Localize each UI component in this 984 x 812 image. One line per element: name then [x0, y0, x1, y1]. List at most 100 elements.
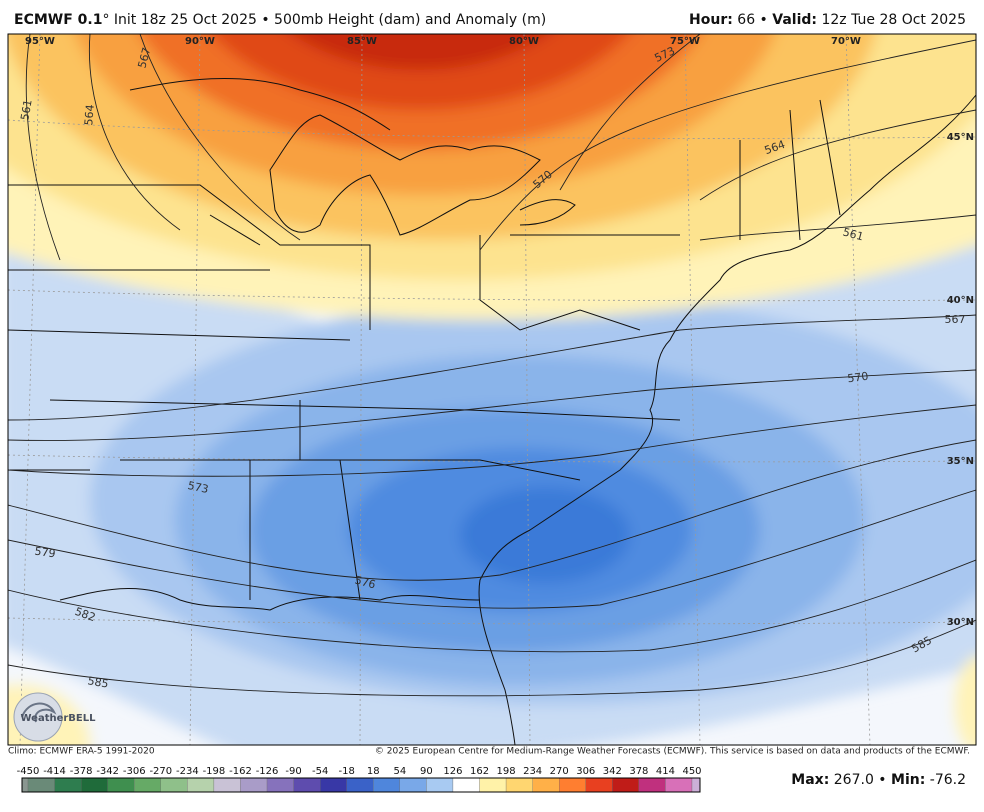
latitude-label: 30°N — [947, 617, 974, 628]
color-swatch — [559, 777, 586, 793]
color-swatch — [80, 777, 108, 793]
colorbar-tick: 450 — [682, 766, 701, 777]
colorbar-tick: -90 — [285, 766, 301, 777]
colorbar-tick: -306 — [123, 766, 146, 777]
longitude-label: 80°W — [509, 36, 539, 47]
contour-label: 570 — [847, 370, 870, 386]
contour-label: 585 — [87, 674, 110, 690]
longitude-label: 75°W — [670, 36, 700, 47]
min-value: -76.2 — [930, 772, 966, 788]
color-swatch — [665, 777, 693, 793]
colorbar-tick: 198 — [497, 766, 516, 777]
color-swatch — [187, 777, 215, 793]
contour-label: 567 — [945, 313, 966, 326]
colorbar-tick: -378 — [70, 766, 93, 777]
header-valid: Hour: 66 • Valid: 12z Tue 28 Oct 2025 — [689, 12, 966, 28]
climo-note: Climo: ECMWF ERA-5 1991-2020 — [8, 747, 155, 757]
map-frame — [7, 33, 977, 746]
latitude-label: 35°N — [947, 456, 974, 467]
color-swatch — [532, 777, 560, 793]
colorbar-tick: -342 — [96, 766, 119, 777]
max-value: 267.0 • — [834, 772, 887, 788]
valid-value: 12z Tue 28 Oct 2025 — [821, 12, 966, 28]
color-swatch — [54, 777, 82, 793]
color-swatch — [27, 777, 55, 793]
color-swatch — [505, 777, 533, 793]
contour-label: 564 — [82, 104, 97, 126]
color-swatch — [479, 777, 507, 793]
color-swatch — [691, 777, 701, 793]
color-swatch — [612, 777, 640, 793]
latitude-label: 45°N — [947, 132, 974, 143]
colorbar-tick: 342 — [603, 766, 622, 777]
contour-label: 573 — [186, 479, 209, 496]
colorbar-tick: -126 — [256, 766, 279, 777]
colorbar-tick: -450 — [17, 766, 40, 777]
colorbar-tick: -414 — [43, 766, 66, 777]
colorbar-tick: 378 — [629, 766, 648, 777]
colorbar-tick: 126 — [443, 766, 462, 777]
contour-label: 567 — [136, 46, 154, 70]
colorbar-tick: 90 — [420, 766, 433, 777]
copyright: © 2025 European Centre for Medium-Range … — [375, 747, 970, 757]
colorbar-tick: 18 — [367, 766, 380, 777]
colorbar-tick: 306 — [576, 766, 595, 777]
logo-text: WeatherBELL — [20, 713, 96, 724]
colorbar-tick: -18 — [339, 766, 355, 777]
color-swatch — [21, 777, 29, 793]
contour-label: 576 — [353, 574, 377, 592]
color-swatch — [293, 777, 321, 793]
hour-value: 66 • — [737, 12, 768, 28]
color-swatch — [213, 777, 241, 793]
color-swatch — [134, 777, 161, 793]
stats: Max: 267.0 • Min: -76.2 — [791, 772, 966, 788]
colorbar-tick: -54 — [312, 766, 328, 777]
color-swatch — [426, 777, 454, 793]
color-swatch — [240, 777, 268, 793]
color-swatch — [320, 777, 347, 793]
contour-label: 561 — [841, 226, 865, 244]
colorbar-tick: 54 — [393, 766, 406, 777]
colorbar-tick: -270 — [149, 766, 172, 777]
logo: WeatherBELL — [13, 692, 96, 742]
longitude-label: 85°W — [347, 36, 377, 47]
hour-label: Hour: — [689, 12, 733, 28]
axis-labels: 95°W 90°W 85°W 80°W 75°W 70°W 45°N 40°N 35°N 30°N — [25, 36, 974, 628]
color-swatch — [452, 777, 480, 793]
color-swatch — [399, 777, 427, 793]
color-swatch — [107, 777, 135, 793]
graticule — [8, 34, 976, 745]
colorbar-tick: -198 — [203, 766, 226, 777]
colorbar-tick: 162 — [470, 766, 489, 777]
model-name: ECMWF 0.1 — [14, 12, 102, 28]
colorbar-tick: 414 — [656, 766, 675, 777]
color-swatch — [638, 777, 666, 793]
header-title: ECMWF 0.1° Init 18z 25 Oct 2025 • 500mb … — [14, 12, 546, 28]
colorbar-frame — [21, 777, 701, 793]
height-contours — [8, 34, 976, 697]
max-label: Max: — [791, 772, 829, 788]
color-swatch — [373, 777, 400, 793]
latitude-label: 40°N — [947, 295, 974, 306]
contour-label: 579 — [34, 545, 57, 561]
color-swatch — [585, 777, 613, 793]
longitude-label: 70°W — [831, 36, 861, 47]
colorbar-tick: -234 — [176, 766, 199, 777]
title-text: ° Init 18z 25 Oct 2025 • 500mb Height (d… — [102, 12, 546, 28]
colorbar-tick: 234 — [523, 766, 542, 777]
color-swatch — [160, 777, 188, 793]
colorbar-tick: 270 — [550, 766, 569, 777]
longitude-label: 90°W — [185, 36, 215, 47]
longitude-label: 95°W — [25, 36, 55, 47]
colorbar-tick: -162 — [229, 766, 252, 777]
contour-label: 561 — [18, 98, 34, 121]
min-label: Min: — [891, 772, 925, 788]
color-swatch — [346, 777, 374, 793]
valid-label: Valid: — [772, 12, 817, 28]
colorbar: -450 -414 -378 -342 -306 -270 -234 -198 -162 -126… — [17, 766, 702, 793]
color-swatch — [266, 777, 294, 793]
